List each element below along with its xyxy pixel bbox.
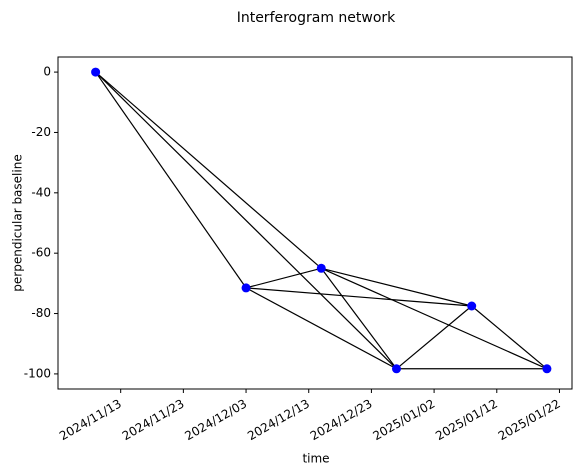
x-tick-label: 2024/11/13 xyxy=(57,397,124,444)
chart-title: Interferogram network xyxy=(237,10,396,26)
edge xyxy=(245,267,322,289)
point xyxy=(316,263,326,273)
y-tick-label: 0 xyxy=(43,65,51,79)
y-tick-label: -40 xyxy=(31,185,51,199)
edge xyxy=(321,267,548,370)
edge xyxy=(320,267,397,370)
point xyxy=(91,67,101,77)
edge xyxy=(95,71,397,370)
edge xyxy=(95,71,322,269)
x-tick-label: 2024/11/23 xyxy=(120,397,187,444)
y-axis-label: perpendicular baseline xyxy=(11,154,25,291)
y-tick-label: -20 xyxy=(31,125,51,139)
point xyxy=(542,364,552,374)
plot-area xyxy=(91,67,552,374)
y-tick-label: -60 xyxy=(31,246,51,260)
edge xyxy=(471,305,548,370)
edge xyxy=(246,287,472,307)
x-tick-label: 2024/12/03 xyxy=(182,397,249,444)
edge xyxy=(321,267,472,307)
axes-frame xyxy=(57,56,573,390)
x-tick-label: 2025/01/12 xyxy=(433,397,500,444)
edge xyxy=(95,71,247,289)
edge xyxy=(245,287,397,370)
x-tick-label: 2025/01/02 xyxy=(370,397,437,444)
point xyxy=(241,283,251,293)
point xyxy=(467,301,477,311)
y-tick-label: -80 xyxy=(31,306,51,320)
x-tick-label: 2024/12/13 xyxy=(245,397,312,444)
edge xyxy=(396,305,473,370)
y-tick-label: -100 xyxy=(24,366,51,380)
x-tick-label: 2025/01/22 xyxy=(496,397,563,444)
x-axis-label: time xyxy=(302,452,329,466)
point xyxy=(391,364,401,374)
x-tick-label: 2024/12/23 xyxy=(308,397,375,444)
